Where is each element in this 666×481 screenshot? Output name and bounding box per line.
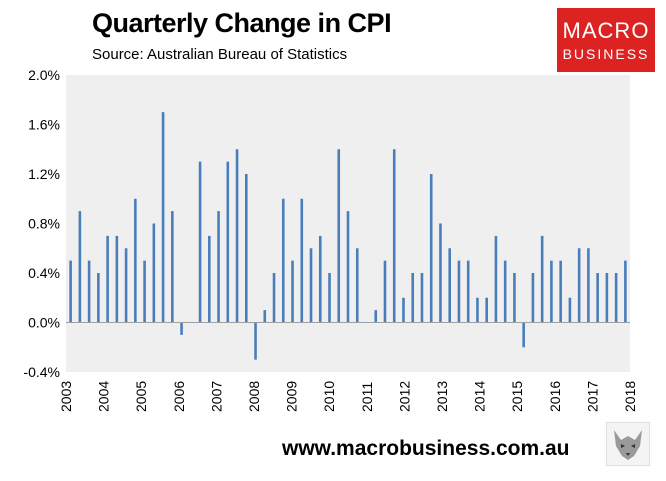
bar xyxy=(226,161,230,323)
bar xyxy=(309,248,313,323)
bar xyxy=(550,260,553,323)
bar xyxy=(605,273,609,323)
bar xyxy=(198,161,202,323)
y-tick-label: 0.4% xyxy=(28,265,60,281)
x-tick-label: 2016 xyxy=(547,381,563,412)
bar xyxy=(392,149,396,323)
bar xyxy=(291,260,294,323)
bar xyxy=(97,273,100,323)
logo-line2: BUSINESS xyxy=(562,46,650,62)
macro-business-logo[interactable]: MACRO BUSINESS xyxy=(557,8,655,72)
footer-url[interactable]: www.macrobusiness.com.au xyxy=(282,437,570,460)
bar xyxy=(208,235,211,323)
x-tick-label: 2006 xyxy=(171,381,187,412)
x-tick-label: 2011 xyxy=(359,382,375,412)
y-tick-label: 1.6% xyxy=(28,117,60,133)
x-tick-label: 2014 xyxy=(472,381,488,412)
bar xyxy=(485,297,488,323)
chart-title: Quarterly Change in CPI xyxy=(92,8,392,38)
bar xyxy=(559,260,562,323)
x-tick-label: 2018 xyxy=(622,381,638,412)
bar xyxy=(180,322,183,335)
y-tick-label: 0.0% xyxy=(28,315,60,331)
bar xyxy=(531,273,535,323)
bar xyxy=(614,273,618,323)
bar xyxy=(624,260,627,323)
y-axis-ticks: 2.0% 1.6% 1.2% 0.8% 0.4% 0.0% -0.4% xyxy=(23,67,60,380)
bar xyxy=(383,260,387,323)
bar xyxy=(429,174,433,323)
bar xyxy=(272,273,276,323)
bar xyxy=(235,149,239,323)
bar xyxy=(374,310,378,323)
bar xyxy=(503,260,507,323)
chart-subtitle: Source: Australian Bureau of Statistics xyxy=(92,46,348,63)
y-tick-label: 2.0% xyxy=(28,67,60,83)
y-tick-label: 0.8% xyxy=(28,216,60,232)
bar xyxy=(402,297,405,323)
bar xyxy=(577,248,581,323)
bar xyxy=(254,322,257,360)
bar xyxy=(300,198,304,323)
bar xyxy=(87,260,91,323)
bar xyxy=(143,260,146,323)
wolf-icon xyxy=(606,422,650,466)
bar xyxy=(420,273,424,323)
x-tick-label: 2015 xyxy=(509,381,525,412)
bar xyxy=(540,235,544,323)
bar xyxy=(587,248,590,323)
bar xyxy=(494,235,498,323)
bar xyxy=(318,235,322,323)
bar xyxy=(134,198,137,323)
bar xyxy=(263,310,267,323)
bar xyxy=(466,260,470,323)
x-tick-label: 2012 xyxy=(396,381,412,412)
bar xyxy=(337,149,341,323)
bar xyxy=(328,273,331,323)
bar xyxy=(217,211,220,323)
x-tick-label: 2013 xyxy=(434,381,450,412)
bar xyxy=(355,248,359,323)
x-tick-label: 2004 xyxy=(96,381,112,412)
bar xyxy=(106,235,109,323)
x-tick-label: 2005 xyxy=(133,381,149,412)
bar xyxy=(115,235,119,323)
bar xyxy=(411,273,415,323)
x-tick-label: 2017 xyxy=(584,381,600,412)
bar xyxy=(448,248,451,323)
x-tick-label: 2010 xyxy=(321,381,337,412)
y-tick-label: -0.4% xyxy=(23,364,60,380)
bar xyxy=(476,297,479,323)
bar xyxy=(439,223,442,323)
bar xyxy=(245,174,248,323)
x-tick-label: 2009 xyxy=(284,381,300,412)
x-tick-label: 2003 xyxy=(58,381,74,412)
bar xyxy=(69,260,72,323)
bar xyxy=(161,112,165,323)
bar xyxy=(513,273,516,323)
x-axis-ticks: 2003 2004 2005 2006 2007 2008 2009 2010 2011 2012… xyxy=(58,381,638,412)
bar xyxy=(171,211,174,323)
bar xyxy=(152,223,156,323)
bar xyxy=(78,211,82,323)
x-tick-label: 2007 xyxy=(208,381,224,412)
bar xyxy=(457,260,461,323)
cpi-bar-chart: 2.0%1.6%1.2%0.8%0.4%0.0%-0.4% 2003 2004 20… xyxy=(23,67,638,412)
bar xyxy=(596,273,599,323)
bar xyxy=(281,198,285,323)
logo-line1: MACRO xyxy=(562,18,650,43)
bar xyxy=(568,297,572,323)
bar xyxy=(124,248,128,323)
y-tick-label: 1.2% xyxy=(28,166,60,182)
bar xyxy=(346,211,350,323)
bar xyxy=(522,322,525,348)
x-tick-label: 2008 xyxy=(246,381,262,412)
bars xyxy=(69,112,627,360)
